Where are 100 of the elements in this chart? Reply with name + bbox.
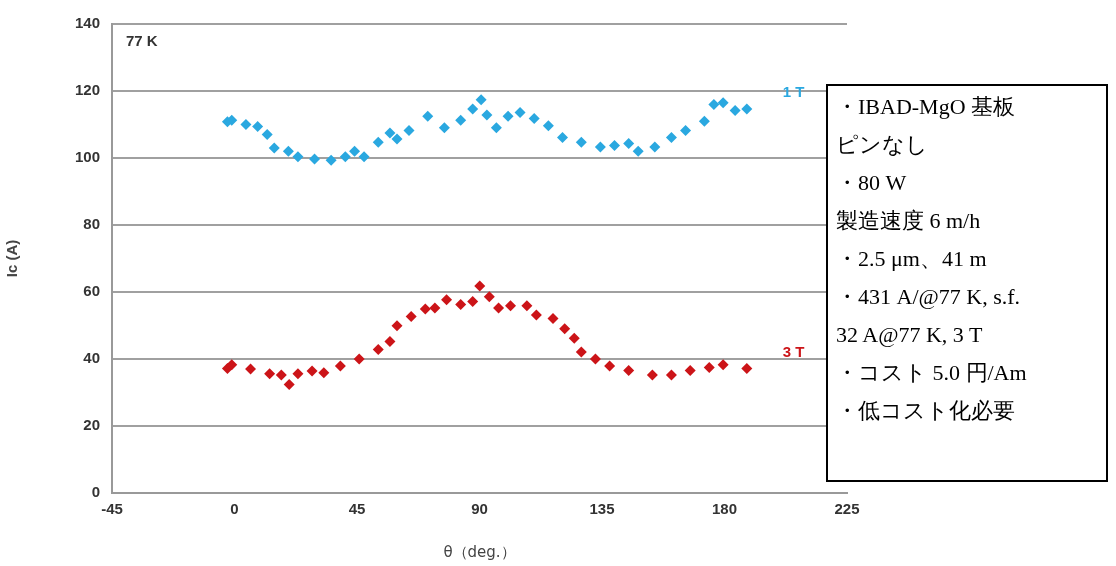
annotation: ・コスト 5.0 円/Am (836, 359, 1028, 387)
point (547, 312, 559, 324)
point (391, 320, 403, 332)
point (741, 362, 753, 374)
point (649, 141, 661, 153)
x-tick-label: 45 (348, 500, 366, 518)
point (575, 346, 587, 358)
point (292, 151, 304, 163)
point (623, 364, 635, 376)
point (283, 378, 295, 390)
point (609, 140, 621, 152)
point (309, 153, 321, 165)
point (623, 138, 635, 150)
point (559, 323, 571, 335)
point (703, 361, 715, 373)
point (698, 115, 710, 127)
point (589, 353, 601, 365)
point (481, 109, 493, 121)
x-tick-label: 180 (711, 500, 738, 518)
point (441, 294, 453, 306)
y-tick-label: 100 (74, 148, 100, 166)
point (384, 127, 396, 139)
x-tick-label: 90 (471, 500, 488, 518)
point (438, 122, 450, 134)
point (490, 122, 502, 134)
annotation: ピンなし (836, 131, 929, 159)
point (353, 353, 365, 365)
y-tick-label: 20 (83, 416, 100, 434)
point (632, 145, 644, 157)
point (349, 145, 361, 157)
point (292, 368, 304, 380)
point (717, 97, 729, 109)
point (483, 291, 495, 303)
point (665, 369, 677, 381)
point (275, 369, 287, 381)
point (665, 132, 677, 144)
point (334, 360, 346, 372)
annotation: ・80 W (836, 169, 908, 197)
annotation: ・2.5 μm、41 m (836, 245, 988, 273)
point (455, 298, 467, 310)
text: 1 T (782, 83, 805, 101)
point (474, 280, 486, 292)
point (502, 110, 514, 122)
point (717, 359, 729, 371)
annotation: 77 K (126, 31, 158, 49)
y-tick-label: 80 (83, 215, 100, 233)
point (475, 94, 487, 106)
y-tick-label: 120 (74, 81, 100, 99)
point (594, 141, 606, 153)
x-tick-label: -45 (101, 500, 123, 518)
point (604, 360, 616, 372)
point (680, 125, 692, 137)
x-tick-label: 135 (589, 500, 615, 518)
point (493, 302, 505, 314)
annotation: ・IBAD-MgO 基板 (836, 93, 1017, 121)
y-tick-label: 140 (74, 14, 100, 32)
point (568, 332, 580, 344)
point (384, 336, 396, 348)
annotation: ・低コスト化必要 (836, 397, 1016, 425)
y-tick-label: 40 (83, 349, 100, 367)
y-axis-title: Ic (A) (3, 239, 21, 278)
x-tick-label: 0 (230, 500, 239, 518)
y-tick-label: 0 (91, 483, 100, 501)
point (268, 142, 280, 154)
point (741, 103, 753, 115)
point (226, 359, 238, 371)
point (684, 364, 696, 376)
point (505, 300, 517, 312)
annotation: 32 A@77 K, 3 T (836, 321, 984, 349)
point (240, 119, 252, 130)
point (557, 132, 569, 144)
point (252, 121, 264, 133)
point (261, 129, 273, 141)
point (264, 368, 276, 380)
point (422, 110, 434, 122)
point (306, 365, 318, 377)
point (455, 114, 467, 126)
point (467, 103, 479, 115)
point (514, 106, 526, 118)
point (325, 154, 337, 166)
point (575, 136, 587, 148)
point (419, 303, 431, 315)
point (646, 369, 658, 381)
point (530, 309, 542, 321)
point (282, 145, 294, 157)
point (467, 295, 479, 307)
point (403, 125, 415, 137)
point (339, 151, 351, 163)
y-tick-label: 60 (83, 282, 100, 300)
point (372, 344, 384, 356)
point (429, 302, 441, 314)
point (358, 151, 370, 163)
point (391, 133, 403, 145)
x-axis-title: θ（deg.） (443, 542, 516, 561)
point (372, 136, 384, 148)
point (729, 104, 741, 116)
point (708, 98, 720, 110)
point (318, 367, 330, 379)
point (542, 120, 554, 132)
point (405, 310, 417, 322)
